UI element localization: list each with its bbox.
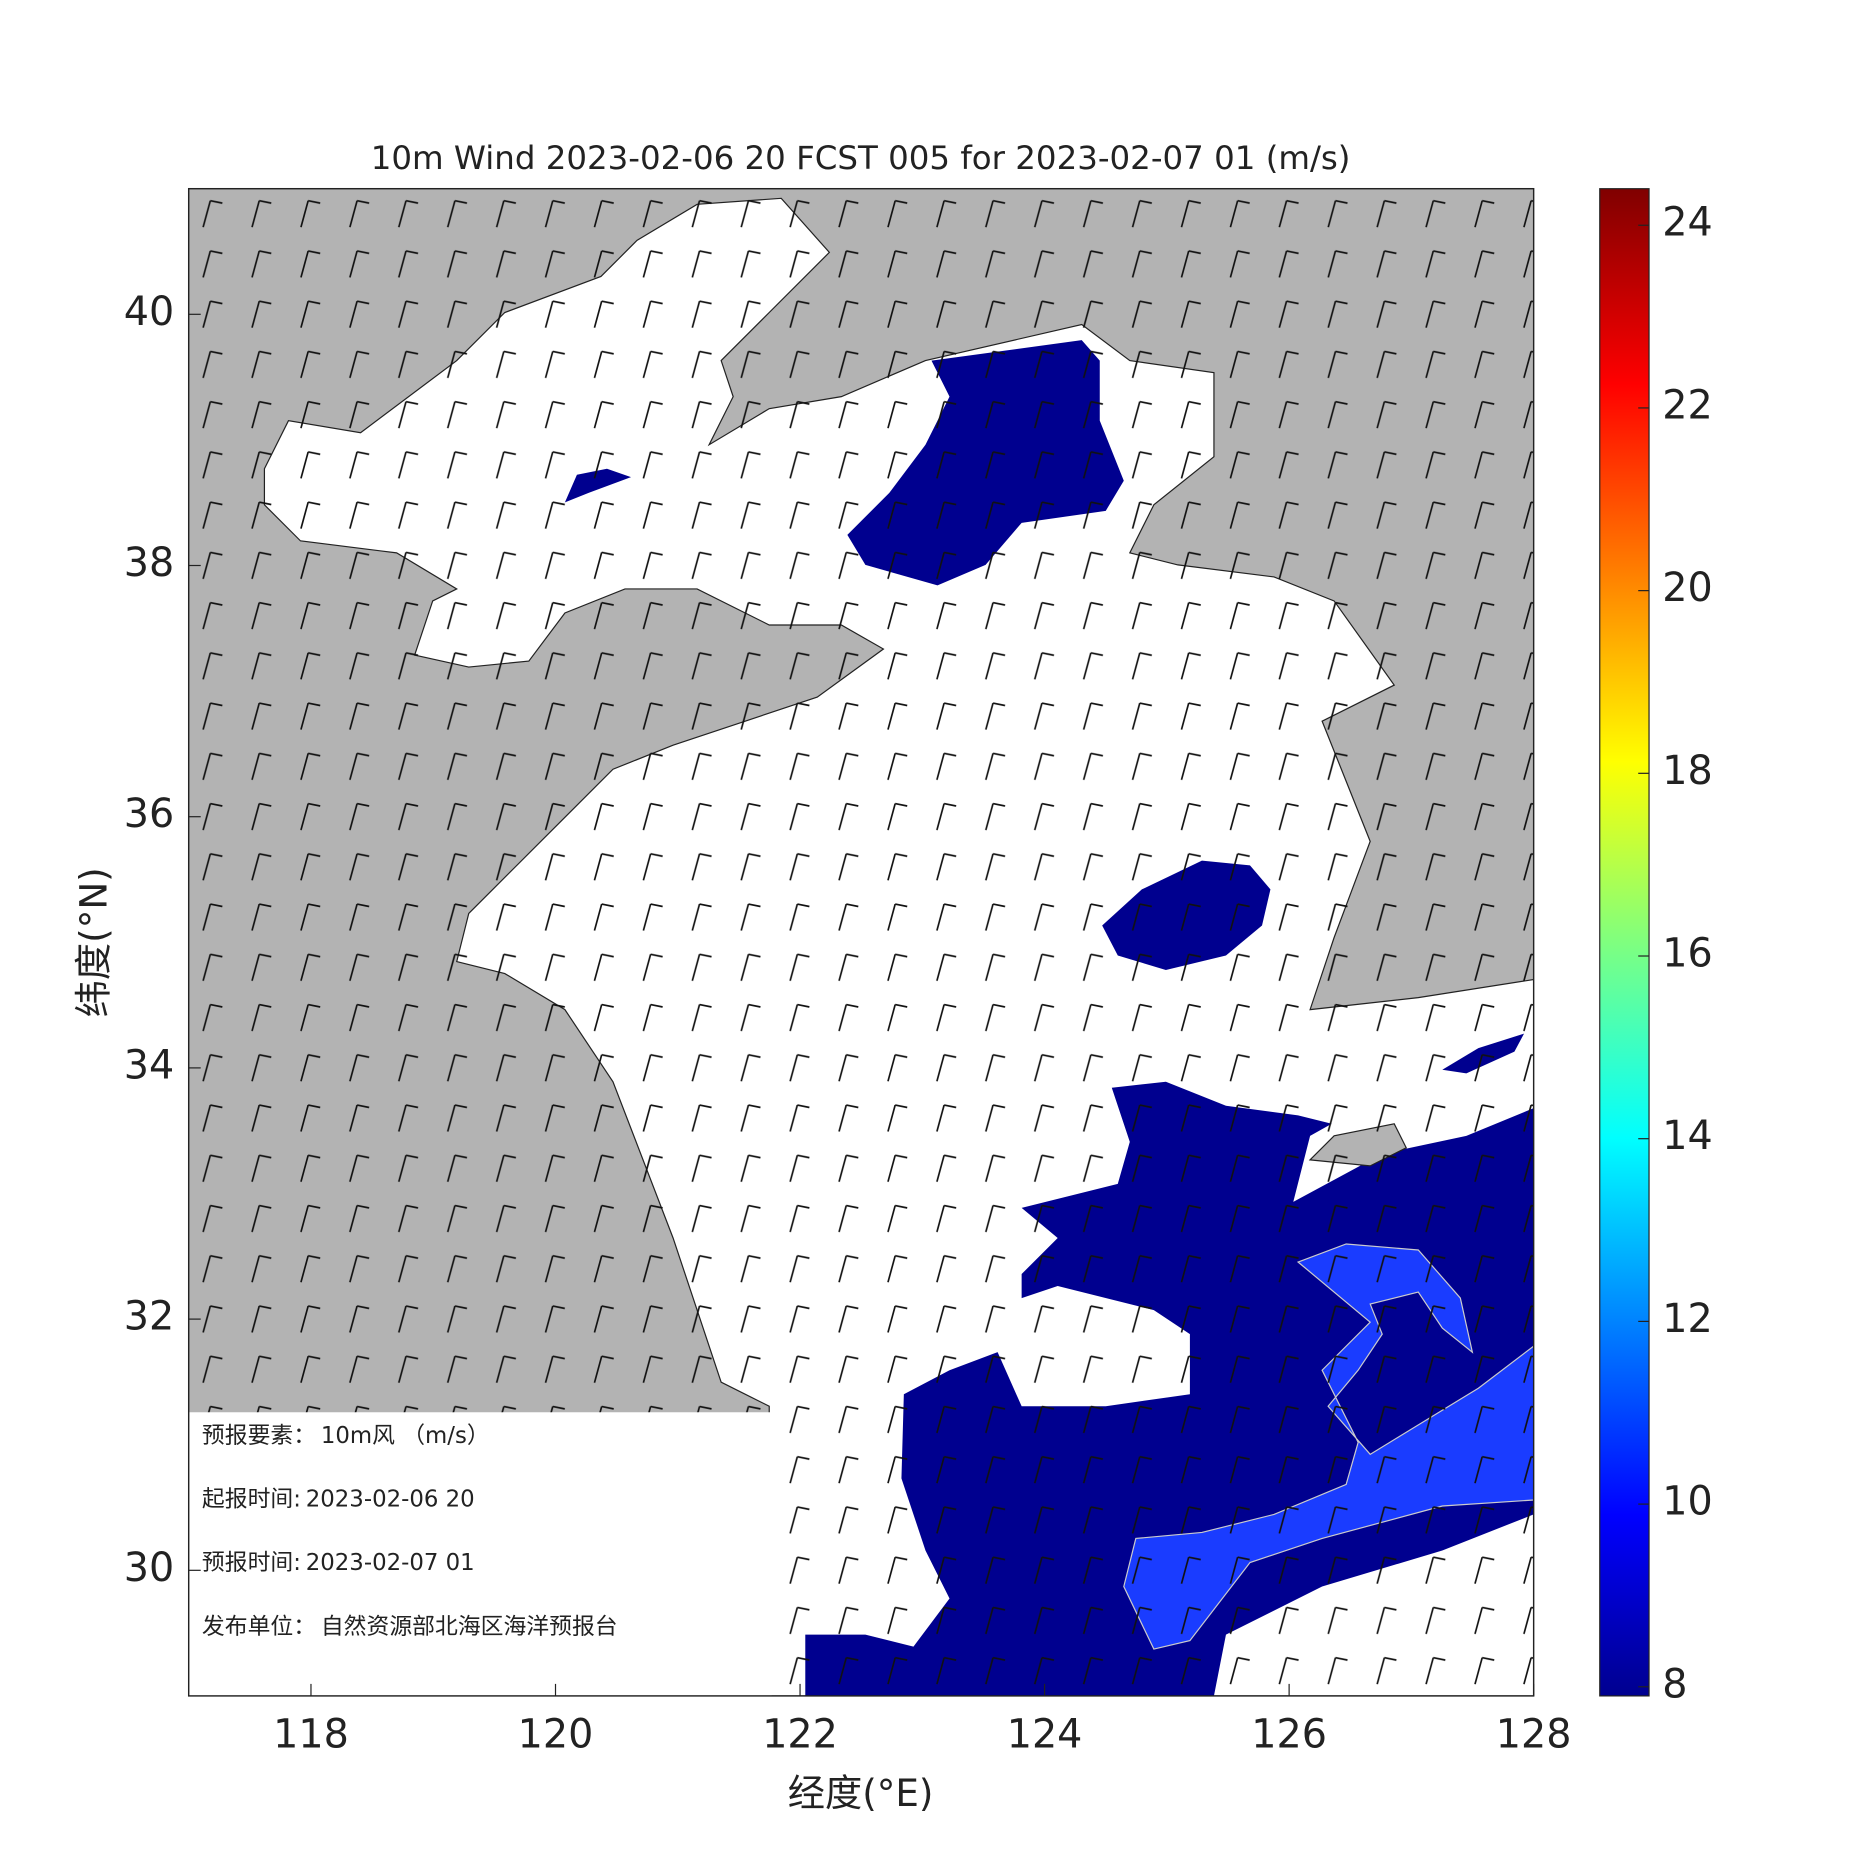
colorbar-tick-label: 20 [1662,565,1712,611]
colorbar [1599,188,1650,1697]
colorbar-tick-label: 18 [1662,748,1712,794]
info-lines: 预报要素： 10m风 （m/s） 起报时间: 2023-02-06 20 预报时间: 20… [202,1423,618,1640]
info-label: 发布单位： [202,1614,316,1640]
y-tick-label: 38 [124,540,174,586]
x-tick-label: 118 [273,1711,349,1757]
chart-title: 10m Wind 2023-02-06 20 FCST 005 for 2023… [371,139,1351,177]
info-label: 起报时间: [202,1487,301,1513]
info-label: 预报时间: [202,1550,301,1576]
colorbar-tick-label: 16 [1662,931,1712,977]
colorbar-tick-label: 24 [1662,200,1712,246]
x-tick-label: 126 [1251,1711,1327,1757]
colorbar-tick-label: 10 [1662,1479,1712,1525]
x-tick-label: 120 [518,1711,594,1757]
y-tick-label: 32 [124,1294,174,1340]
colorbar-tick-label: 12 [1662,1296,1712,1342]
info-box [188,1412,772,1696]
y-tick-label: 34 [124,1042,174,1088]
info-label: 预报要素： [202,1423,316,1449]
colorbar-tick-label: 14 [1662,1113,1712,1159]
info-value: 自然资源部北海区海洋预报台 [321,1614,618,1640]
x-tick-label: 128 [1496,1711,1572,1757]
axes-frame [187,187,1535,1697]
info-value: 2023-02-06 20 [306,1487,475,1513]
y-tick-label: 30 [124,1545,174,1591]
x-axis-label: 经度(°E) [788,1771,934,1815]
y-axis-label: 纬度(°N) [72,867,116,1017]
colorbar-tick-label: 8 [1662,1661,1687,1707]
map-area [188,188,1534,1696]
x-tick-label: 124 [1007,1711,1083,1757]
y-tick-label: 36 [124,791,174,837]
y-tick-label: 40 [124,289,174,335]
info-value: 10m风 （m/s） [321,1423,490,1449]
x-tick-label: 122 [762,1711,838,1757]
colorbar-tick-label: 22 [1662,382,1712,428]
info-value: 2023-02-07 01 [306,1550,475,1576]
